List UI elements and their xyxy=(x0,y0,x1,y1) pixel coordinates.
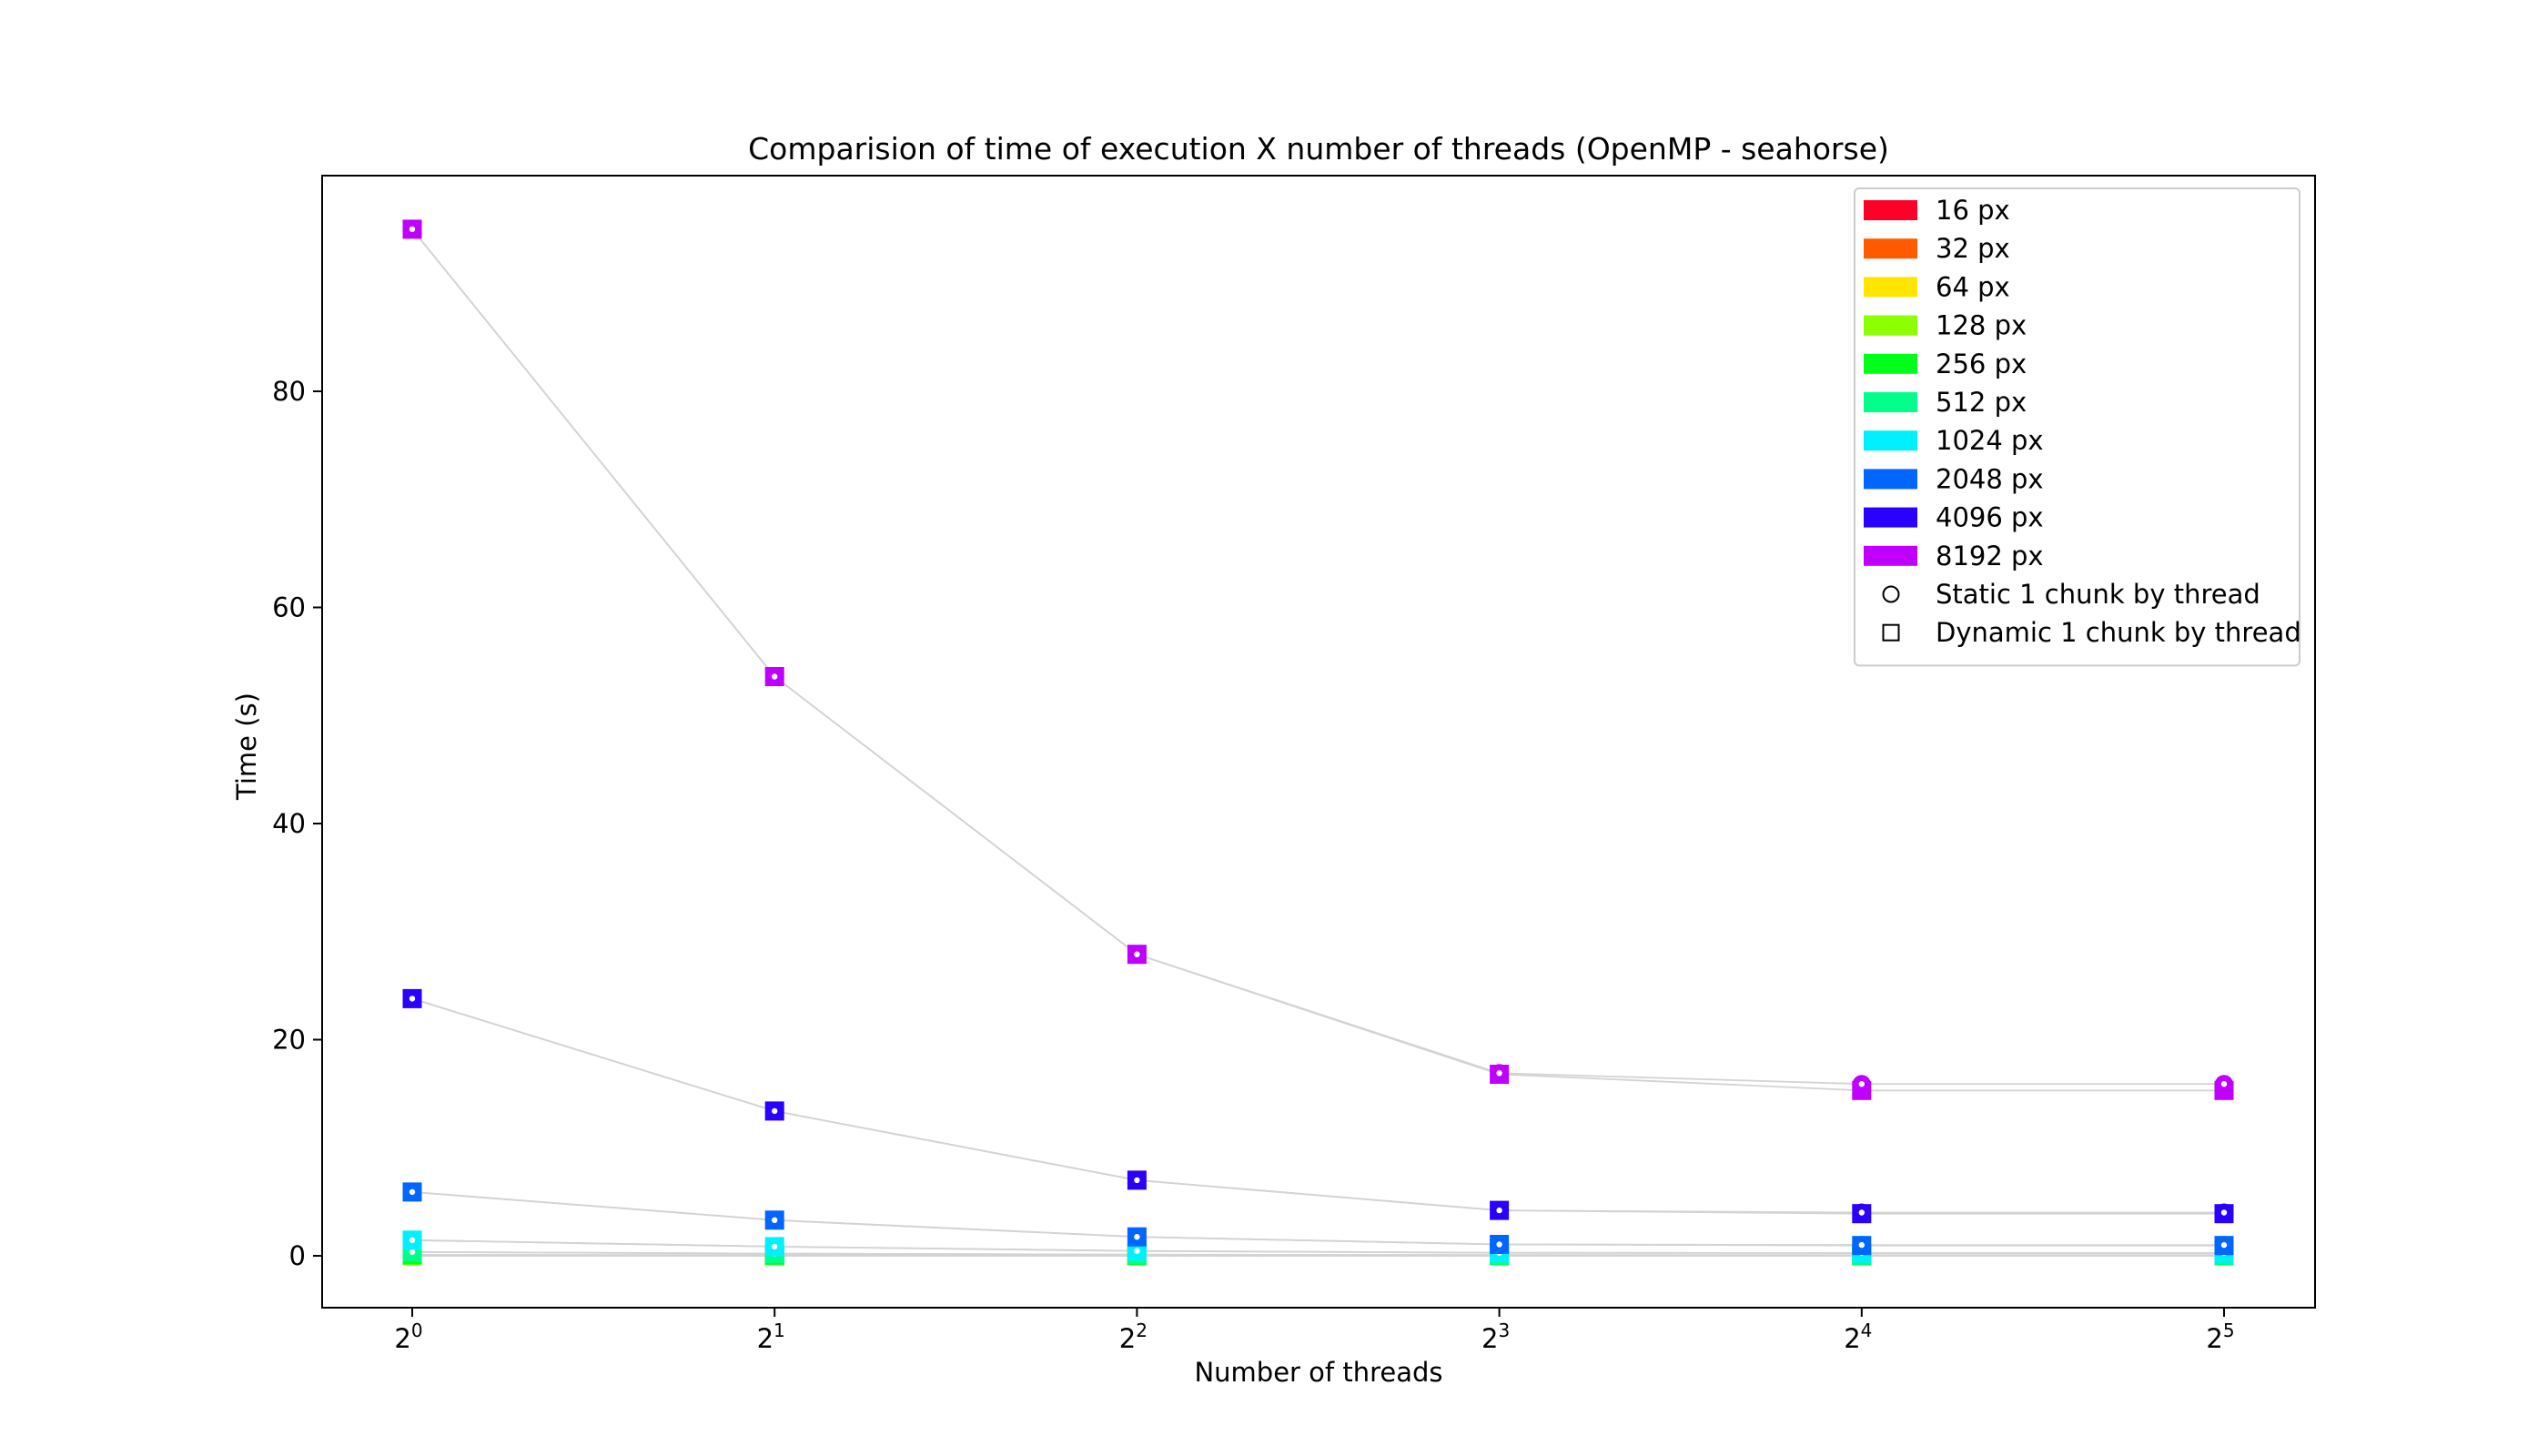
data-point-center-8192-px xyxy=(1858,1081,1865,1087)
data-point-center-8192-px xyxy=(409,226,416,233)
data-point-center-4096-px xyxy=(1134,1177,1140,1184)
y-axis: 0 20 40 60 80 xyxy=(272,376,322,1271)
data-point-center-1024-px xyxy=(772,1243,778,1250)
data-point-center-4096-px xyxy=(2220,1209,2228,1216)
legend-swatch xyxy=(1864,353,1917,374)
data-point-center-4096-px xyxy=(772,1107,778,1115)
series-markers xyxy=(402,219,2234,1266)
legend-label: Static 1 chunk by thread xyxy=(1936,579,2260,610)
legend-swatch xyxy=(1864,238,1917,259)
legend-frame xyxy=(1854,187,2300,667)
data-point-center-8192-px xyxy=(1134,951,1140,957)
legend-label: 128 px xyxy=(1936,310,2027,341)
data-point-center-2048-px xyxy=(1134,1234,1140,1240)
x-axis-label: Number of threads xyxy=(1194,1357,1442,1388)
plot-frame xyxy=(321,175,2316,1309)
legend-label: 8192 px xyxy=(1936,541,2044,571)
data-point-center-4096-px xyxy=(1858,1209,1865,1216)
y-tick-label: 60 xyxy=(272,592,306,623)
legend-swatch xyxy=(1864,469,1917,490)
legend-swatch xyxy=(1864,545,1917,566)
legend-swatch xyxy=(1864,507,1917,528)
legend-label: 4096 px xyxy=(1936,502,2044,533)
y-tick-label: 80 xyxy=(272,376,306,407)
legend-marker-circle xyxy=(1882,585,1900,603)
data-point-center-2048-px xyxy=(772,1217,778,1224)
data-point-center-1024-px xyxy=(409,1237,416,1244)
data-point-center-4096-px xyxy=(409,996,416,1002)
y-axis-label: Time (s) xyxy=(231,693,262,801)
data-point-center-2048-px xyxy=(2220,1241,2228,1249)
x-tick-label: 22 xyxy=(1119,1320,1148,1354)
data-point-center-8192-px xyxy=(772,673,778,680)
data-point-center-512-px xyxy=(409,1249,416,1256)
x-tick-label: 25 xyxy=(2206,1320,2234,1354)
legend-swatch xyxy=(1864,315,1917,336)
legend-label: 512 px xyxy=(1936,387,2027,418)
connector-line-512-px-dynamic xyxy=(411,1250,2224,1257)
connector-line-8192-px-dynamic xyxy=(411,228,2224,1092)
data-point-center-4096-px xyxy=(1496,1207,1502,1214)
legend-swatch xyxy=(1864,430,1917,451)
x-tick-label: 23 xyxy=(1481,1320,1510,1354)
data-point-center-2048-px xyxy=(1496,1241,1502,1248)
legend-label: 1024 px xyxy=(1936,425,2044,456)
y-tick-label: 0 xyxy=(289,1240,306,1271)
data-point-center-1024-px xyxy=(1134,1248,1140,1254)
data-point-center-2048-px xyxy=(1858,1241,1865,1249)
data-point-center-8192-px xyxy=(2220,1081,2228,1087)
series-connectors xyxy=(411,228,2224,1257)
legend-swatch xyxy=(1864,200,1917,220)
legend-label: 64 px xyxy=(1936,271,2010,302)
connector-line-1024-px-dynamic xyxy=(411,1239,2224,1254)
x-axis: 20 21 22 23 24 25 xyxy=(394,1308,2235,1354)
data-point-center-8192-px xyxy=(1496,1070,1502,1077)
legend-label: Dynamic 1 chunk by thread xyxy=(1936,617,2301,648)
legend-label: 256 px xyxy=(1936,349,2027,379)
legend-swatch xyxy=(1864,277,1917,298)
legend-label: 16 px xyxy=(1936,195,2010,226)
chart-title: Comparision of time of execution X numbe… xyxy=(748,131,1889,167)
data-point-center-2048-px xyxy=(409,1188,416,1196)
legend-marker-square xyxy=(1882,623,1900,642)
y-tick-label: 40 xyxy=(272,808,306,839)
connector-line-2048-px-dynamic xyxy=(411,1191,2224,1247)
legend-swatch xyxy=(1864,392,1917,412)
legend-label: 32 px xyxy=(1936,233,2010,264)
connector-line-4096-px-dynamic xyxy=(411,997,2224,1215)
legend-label: 2048 px xyxy=(1936,463,2044,494)
y-tick-label: 20 xyxy=(272,1025,306,1056)
legend: 16 px 32 px 64 px 128 px 256 px 512 px 1024 px… xyxy=(1854,187,2301,667)
